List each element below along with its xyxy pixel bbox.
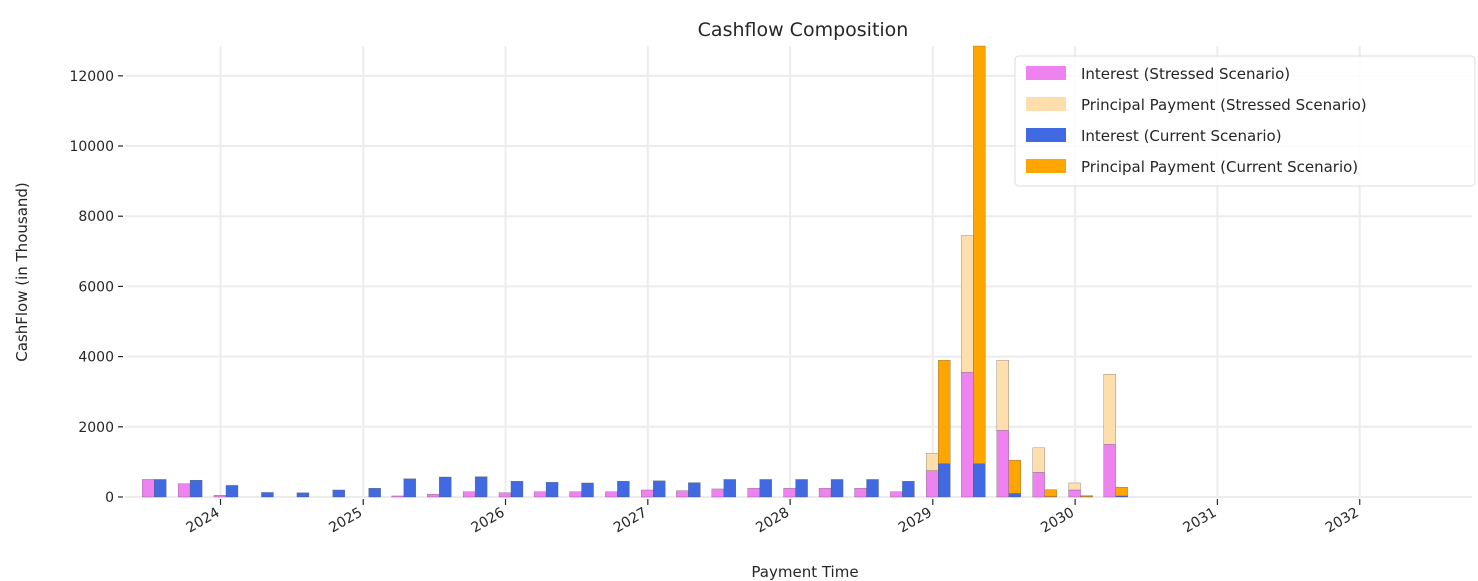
bar-principal-stressed [961, 235, 974, 373]
x-tick-label: 2030 [1038, 505, 1077, 537]
y-tick-label: 4000 [78, 350, 114, 366]
x-tick-label: 2026 [469, 505, 508, 537]
bar-interest-current [296, 492, 310, 498]
bar-interest-stressed [498, 492, 512, 498]
bar-interest-stressed [605, 491, 618, 498]
bar-principal-current [1115, 487, 1128, 497]
bar-principal-current [1008, 459, 1021, 494]
y-tick-label: 2000 [78, 420, 114, 436]
bar-interest-current [225, 485, 239, 498]
legend-swatch-principal-stressed [1026, 97, 1066, 111]
bar-interest-current [688, 482, 701, 498]
legend-label-principal-stressed: Principal Payment (Stressed Scenario) [1081, 96, 1367, 114]
legend-label-interest-current: Interest (Current Scenario) [1081, 127, 1282, 145]
y-tick-label: 0 [105, 490, 114, 506]
y-tick-label: 6000 [78, 279, 114, 295]
bar-interest-current [1115, 495, 1128, 498]
x-axis-label: Payment Time [751, 563, 858, 581]
y-tick-label: 10000 [69, 139, 114, 155]
bar-principal-stressed [1032, 447, 1045, 473]
bar-interest-stressed [890, 491, 903, 498]
bars [142, 45, 1128, 498]
legend-swatch-interest-current [1026, 128, 1066, 142]
bar-interest-stressed [427, 494, 440, 498]
x-tick-label: 2027 [611, 505, 650, 537]
bar-interest-current [759, 479, 772, 498]
x-tick-label: 2024 [184, 505, 223, 537]
grid [125, 46, 1472, 498]
legend: Interest (Stressed Scenario) Principal P… [1014, 55, 1476, 187]
bar-interest-stressed [462, 491, 476, 498]
x-tick-label: 2025 [326, 505, 365, 537]
x-tick-label: 2029 [896, 505, 935, 537]
bar-interest-current [403, 478, 416, 498]
bar-interest-current [866, 479, 879, 498]
bar-principal-current [938, 359, 951, 464]
x-tick-label: 2031 [1181, 505, 1220, 537]
bar-interest-current [545, 482, 559, 498]
bar-interest-current [439, 476, 452, 498]
y-axis-label: CashFlow (in Thousand) [13, 182, 31, 362]
legend-swatch-principal-current [1026, 159, 1066, 173]
legend-frame [1014, 55, 1476, 187]
legend-swatch-interest-stressed [1026, 66, 1066, 80]
x-tick-label: 2028 [753, 505, 792, 537]
bar-interest-stressed [1032, 472, 1045, 498]
bar-principal-current [973, 45, 986, 464]
bar-interest-current [332, 489, 345, 498]
bar-interest-stressed [711, 488, 724, 498]
bar-interest-current [189, 480, 203, 498]
chart-title: Cashflow Composition [698, 19, 909, 41]
bar-interest-stressed [569, 491, 582, 498]
x-tick-label: 2032 [1323, 505, 1362, 537]
bar-interest-current [938, 463, 951, 498]
bar-interest-current [830, 479, 844, 498]
bar-interest-current [154, 479, 167, 498]
bar-interest-current [795, 479, 808, 498]
bar-interest-stressed [926, 470, 939, 498]
bar-interest-current [474, 476, 488, 498]
bar-interest-stressed [676, 490, 689, 498]
bar-interest-current [1008, 493, 1021, 498]
bar-principal-stressed [1068, 482, 1081, 491]
bar-interest-current [902, 481, 915, 498]
legend-label-principal-current: Principal Payment (Current Scenario) [1081, 158, 1358, 176]
bar-interest-stressed [961, 372, 974, 498]
bar-interest-stressed [818, 488, 832, 498]
bar-interest-current [973, 463, 986, 498]
bar-interest-current [723, 479, 736, 498]
bar-principal-stressed [926, 452, 939, 471]
bar-interest-stressed [142, 479, 155, 498]
bar-principal-current [1044, 489, 1057, 497]
bar-interest-stressed [783, 488, 796, 498]
bar-interest-current [368, 488, 381, 498]
bar-interest-stressed [641, 489, 654, 498]
bar-interest-stressed [391, 495, 404, 498]
bar-interest-stressed [747, 488, 760, 498]
bar-principal-stressed [996, 359, 1009, 431]
bar-interest-current [261, 492, 274, 498]
bar-interest-current [617, 481, 630, 498]
y-tick-label: 12000 [69, 69, 114, 85]
bar-interest-current [653, 480, 666, 498]
y-tick-label: 8000 [78, 209, 114, 225]
bar-interest-stressed [1103, 444, 1116, 498]
legend-label-interest-stressed: Interest (Stressed Scenario) [1081, 65, 1290, 83]
bar-interest-current [510, 481, 524, 498]
bar-interest-stressed [533, 491, 547, 498]
bar-interest-stressed [854, 488, 867, 498]
bar-interest-current [581, 482, 594, 498]
bar-interest-stressed [213, 495, 227, 498]
bar-interest-stressed [1068, 489, 1081, 498]
bar-principal-current [1080, 495, 1093, 497]
bar-principal-stressed [1103, 374, 1116, 445]
bar-interest-stressed [177, 483, 191, 498]
bar-interest-stressed [996, 430, 1009, 498]
